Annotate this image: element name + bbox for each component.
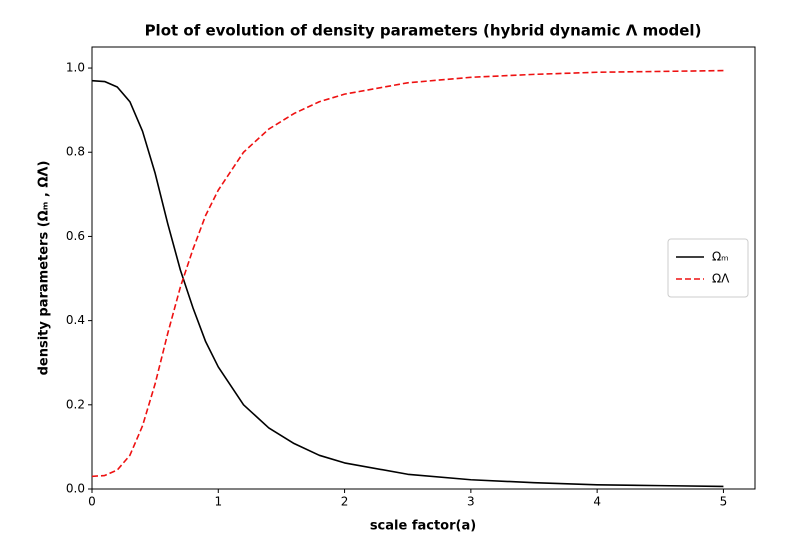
chart-title: Plot of evolution of density parameters … [145, 22, 702, 40]
x-axis-label: scale factor(a) [370, 519, 476, 534]
y-tick-label: 0.0 [66, 482, 85, 496]
x-tick-label: 2 [341, 495, 349, 509]
x-tick-label: 1 [214, 495, 222, 509]
y-tick-label: 0.2 [66, 397, 85, 411]
x-tick-label: 0 [88, 495, 96, 509]
plot-frame [91, 46, 756, 490]
y-axis-label: density parameters (Ωₘ , ΩΛ) [37, 161, 52, 376]
series-line [91, 69, 724, 478]
y-tick-label: 0.8 [66, 145, 85, 159]
y-tick-label: 0.6 [66, 229, 85, 243]
legend-label: Ωₘ [712, 250, 729, 264]
legend-label: ΩΛ [712, 272, 730, 286]
x-tick-label: 3 [467, 495, 475, 509]
x-tick-label: 5 [720, 495, 728, 509]
y-tick-label: 1.0 [66, 61, 85, 75]
series-line [91, 79, 724, 488]
legend-box [667, 238, 749, 298]
x-tick-label: 4 [593, 495, 601, 509]
y-tick-label: 0.4 [66, 313, 85, 327]
